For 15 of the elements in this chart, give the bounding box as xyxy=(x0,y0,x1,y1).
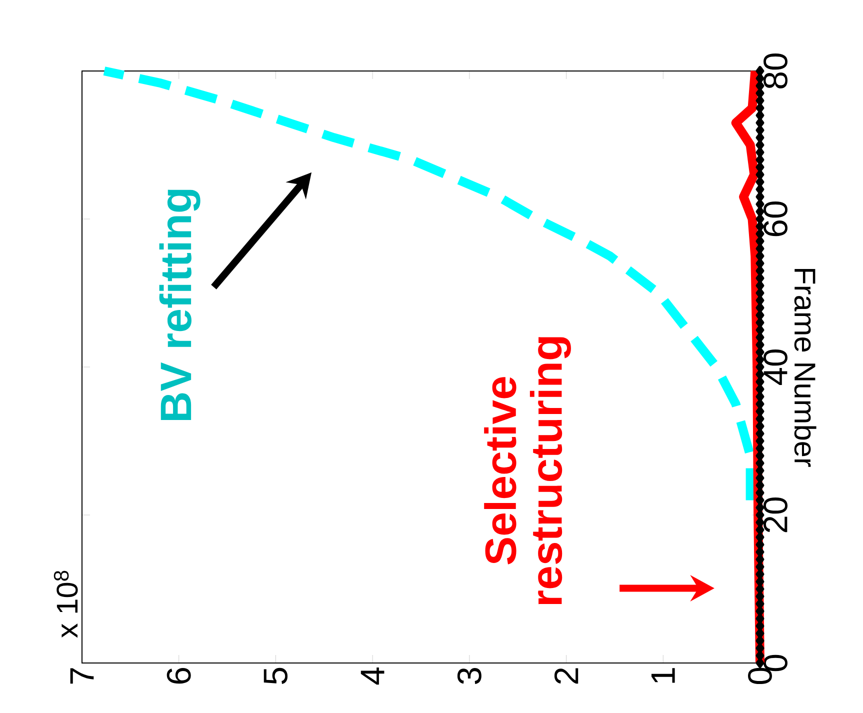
text: Selective restructuring xyxy=(484,337,571,604)
y-tick-label: 80 xyxy=(764,53,788,88)
x-tick-label: 6 xyxy=(166,668,191,684)
x-tick-label: 3 xyxy=(457,668,482,684)
text: x 10$^{8}$ xyxy=(54,570,78,638)
x-tick-label: 7 xyxy=(70,668,94,684)
y-tick-label: 40 xyxy=(764,349,788,386)
y-tick-label: 20 xyxy=(764,497,788,532)
x-tick-label: 5 xyxy=(264,668,288,684)
x-tick-label: 4 xyxy=(360,668,384,685)
y-axis-title: Frame Number xyxy=(794,268,816,467)
x-tick-label: 2 xyxy=(554,668,578,684)
x-tick-label: 1 xyxy=(651,668,675,683)
y-tick-label: 60 xyxy=(764,201,788,236)
text: BV refitting xyxy=(159,190,200,420)
